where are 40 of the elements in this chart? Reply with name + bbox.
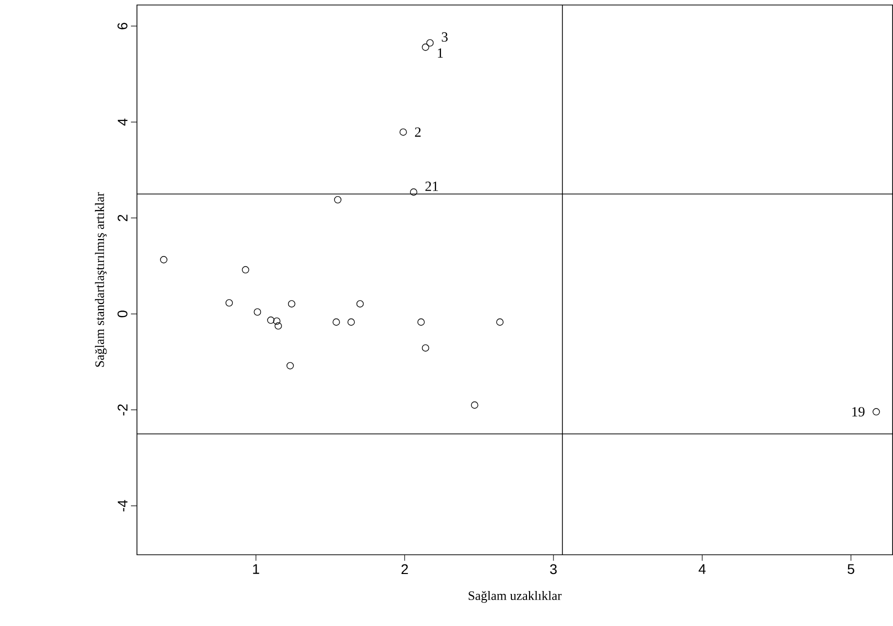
- annotation: 2: [415, 128, 421, 137]
- point: [470, 402, 478, 409]
- point: [872, 408, 880, 416]
- point: [426, 39, 434, 47]
- x-tick-label: 1: [253, 564, 260, 574]
- point: [332, 318, 340, 326]
- x-tick-label: 3: [550, 564, 557, 574]
- point: [422, 344, 430, 352]
- point: [160, 256, 168, 264]
- y-axis-title: Sağlam standartlaştırılmış artıklar: [94, 192, 107, 367]
- point: [422, 44, 430, 51]
- point: [254, 308, 262, 316]
- point: [273, 318, 280, 325]
- point: [400, 128, 407, 136]
- point: [417, 318, 425, 326]
- annotation: 19: [852, 407, 864, 417]
- point: [410, 188, 418, 196]
- annotation: 3: [442, 32, 448, 42]
- point: [267, 316, 274, 324]
- point: [274, 322, 282, 330]
- y-tick-label: 0: [118, 310, 128, 318]
- x-axis-title: Sağlam uzaklıklar: [468, 591, 562, 603]
- y-tick-label: -4: [118, 500, 128, 512]
- point: [226, 299, 233, 307]
- point: [286, 362, 294, 370]
- point: [496, 318, 504, 326]
- point: [334, 196, 342, 204]
- y-tick-label: -2: [118, 404, 128, 416]
- point: [242, 266, 250, 274]
- annotation: 21: [425, 182, 438, 192]
- y-tick-label: 2: [118, 214, 128, 222]
- annotation: 1: [438, 48, 443, 58]
- y-tick-label: 6: [118, 22, 128, 30]
- point: [356, 300, 364, 308]
- x-tick-label: 5: [848, 564, 854, 574]
- x-tick-label: 4: [698, 564, 706, 574]
- y-tick-label: 4: [118, 118, 128, 126]
- x-tick-label: 2: [402, 564, 408, 574]
- point: [348, 318, 355, 326]
- point: [288, 300, 296, 308]
